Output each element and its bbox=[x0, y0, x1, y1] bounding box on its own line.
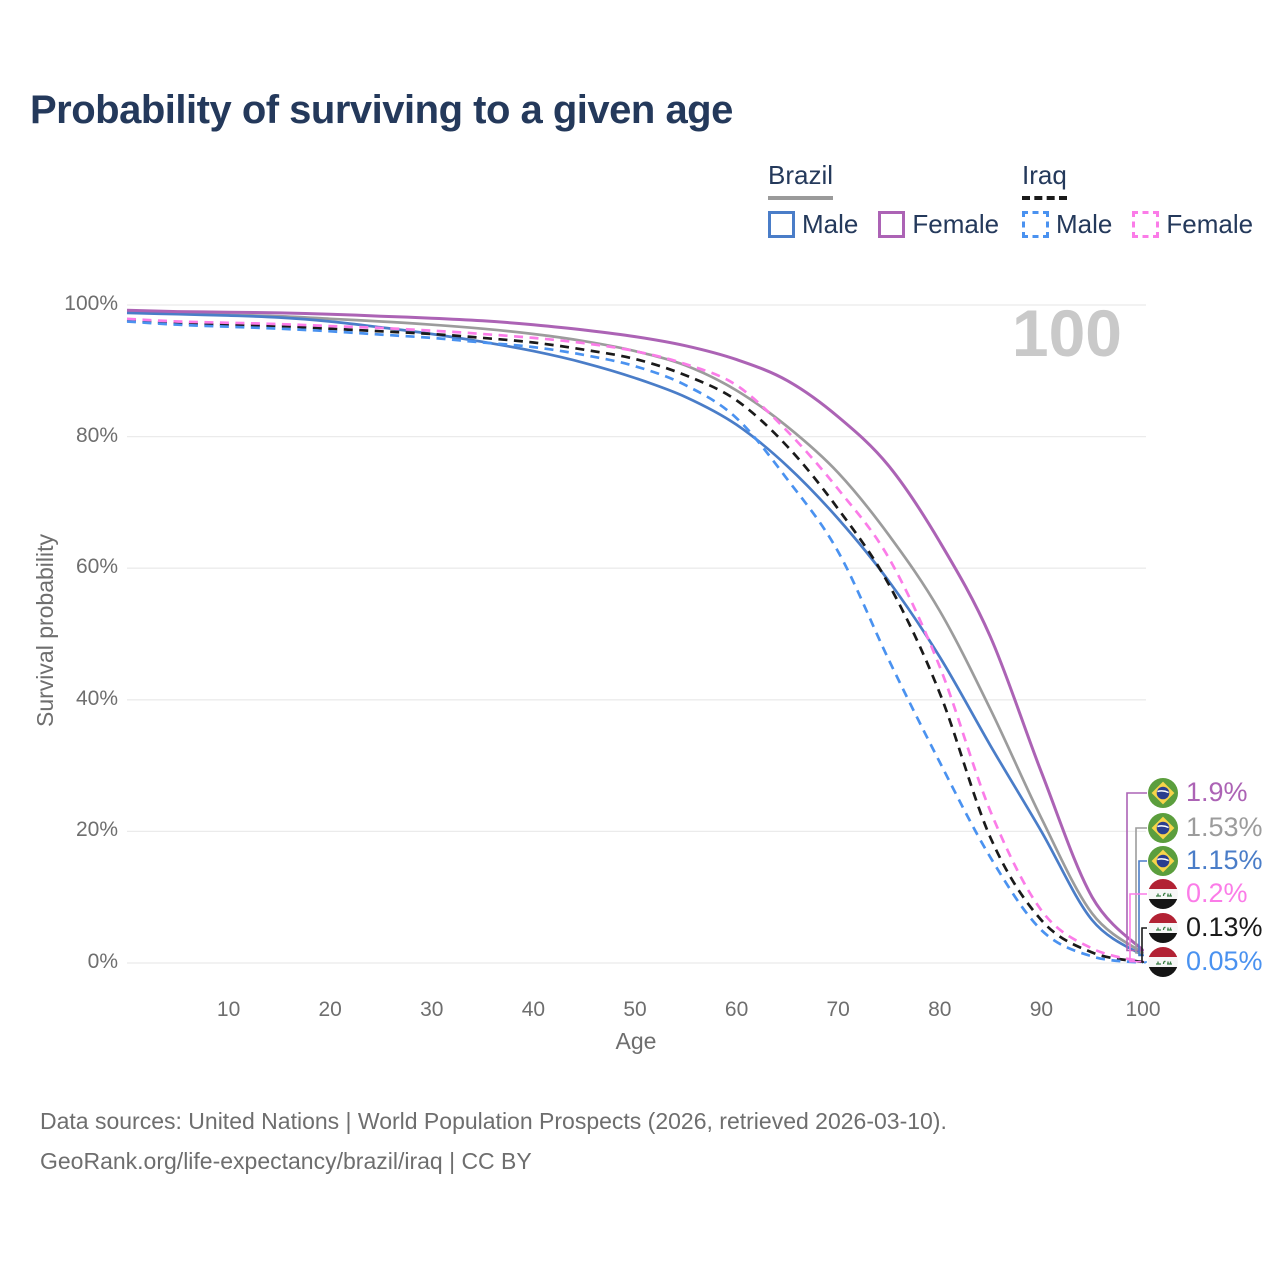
legend-label: Female bbox=[912, 209, 1000, 239]
iraq-flag-icon bbox=[1148, 946, 1178, 977]
brazil-female-swatch-icon bbox=[878, 211, 906, 238]
y-tick-40%: 40% bbox=[75, 686, 118, 710]
y-tick-80%: 80% bbox=[75, 423, 118, 447]
brazil-flag-icon bbox=[1148, 777, 1178, 808]
end-connector-2 bbox=[1138, 860, 1147, 957]
legend-label: Female bbox=[1166, 209, 1254, 239]
end-label-iraq-female: 0.2% bbox=[1148, 878, 1248, 909]
end-label-iraq-both-sexes: 0.13% bbox=[1148, 912, 1263, 943]
end-label-brazil-female: 1.9% bbox=[1148, 777, 1248, 808]
y-tick-0%: 0% bbox=[87, 950, 118, 973]
end-label-value: 1.53% bbox=[1186, 812, 1263, 842]
series-line-brazil-female[interactable] bbox=[126, 308, 1145, 952]
brazil-male-swatch-icon bbox=[768, 211, 795, 238]
legend-header-iraq: Iraq bbox=[1022, 160, 1067, 200]
end-connector-1 bbox=[1135, 827, 1147, 954]
x-tick-30: 30 bbox=[420, 998, 444, 1021]
end-label-iraq-male: 0.05% bbox=[1148, 946, 1263, 977]
iraq-male-swatch-icon bbox=[1022, 211, 1049, 238]
y-tick-20%: 20% bbox=[75, 818, 118, 842]
end-label-value: 1.9% bbox=[1186, 777, 1248, 807]
data-source-line: Data sources: United Nations | World Pop… bbox=[40, 1108, 947, 1134]
watermark-100: 100 bbox=[1011, 296, 1122, 370]
x-tick-90: 90 bbox=[1029, 998, 1054, 1021]
end-label-value: 0.13% bbox=[1186, 912, 1263, 942]
brazil-flag-icon bbox=[1148, 845, 1178, 876]
legend-row-brazil: Male Female bbox=[768, 209, 999, 240]
end-connector-5 bbox=[1144, 961, 1147, 964]
y-tick-60%: 60% bbox=[75, 555, 118, 579]
end-label-value: 0.2% bbox=[1186, 878, 1248, 908]
series-line-brazil-male[interactable] bbox=[126, 311, 1144, 957]
legend-item-iraq-male[interactable]: Male bbox=[1022, 209, 1112, 240]
end-label-brazil-both-sexes: 1.53% bbox=[1148, 812, 1263, 843]
legend-label: Male bbox=[802, 209, 859, 239]
end-label-value: 1.15% bbox=[1186, 845, 1263, 875]
iraq-flag-icon bbox=[1148, 878, 1178, 909]
end-connector-4 bbox=[1141, 927, 1147, 963]
iraq-female-swatch-icon bbox=[1132, 211, 1160, 238]
x-tick-20: 20 bbox=[318, 998, 342, 1021]
x-tick-10: 10 bbox=[216, 998, 241, 1021]
series-line-iraq-male[interactable] bbox=[126, 320, 1144, 965]
legend-label: Male bbox=[1056, 209, 1113, 239]
end-label-value: 0.05% bbox=[1186, 946, 1263, 976]
brazil-flag-icon bbox=[1148, 812, 1178, 843]
x-tick-100: 100 bbox=[1125, 998, 1161, 1021]
x-axis-title: Age bbox=[615, 1028, 657, 1054]
x-tick-80: 80 bbox=[928, 998, 952, 1021]
end-connector-3 bbox=[1129, 893, 1147, 963]
page-title: Probability of surviving to a given age bbox=[30, 88, 733, 132]
x-tick-50: 50 bbox=[623, 998, 647, 1021]
legend-header-brazil: Brazil bbox=[768, 160, 834, 200]
legend-item-iraq-female[interactable]: Female bbox=[1132, 209, 1253, 240]
legend-group-iraq: Iraq Male Female bbox=[1022, 160, 1253, 240]
x-tick-70: 70 bbox=[826, 998, 850, 1021]
legend-item-brazil-female[interactable]: Female bbox=[878, 209, 999, 240]
end-label-brazil-male: 1.15% bbox=[1148, 845, 1263, 876]
iraq-flag-icon bbox=[1148, 912, 1178, 943]
legend-item-brazil-male[interactable]: Male bbox=[768, 209, 858, 240]
y-axis-title: Survival probability bbox=[32, 533, 58, 727]
series-line-iraq-both-sexes[interactable] bbox=[126, 318, 1144, 964]
x-tick-60: 60 bbox=[724, 998, 749, 1021]
legend-group-brazil: Brazil Male Female bbox=[768, 160, 999, 240]
legend-row-iraq: Male Female bbox=[1022, 209, 1253, 240]
y-tick-100%: 100% bbox=[64, 292, 118, 315]
x-tick-40: 40 bbox=[521, 998, 546, 1021]
attribution-line: GeoRank.org/life-expectancy/brazil/iraq … bbox=[40, 1148, 532, 1174]
